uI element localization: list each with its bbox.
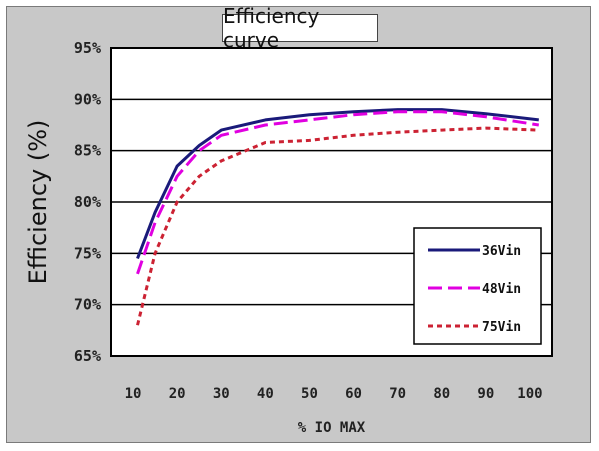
y-tick-label: 80%	[74, 193, 101, 211]
x-tick-label: 20	[169, 386, 186, 402]
series-lines	[136, 108, 540, 326]
y-tick-label: 70%	[74, 296, 101, 314]
x-tick-label: 40	[257, 386, 274, 402]
series-line-36Vin	[136, 108, 539, 260]
legend: 36Vin 48Vin 75Vin	[413, 227, 542, 345]
series-line-48Vin	[136, 110, 540, 275]
series-line-75Vin	[136, 126, 539, 326]
y-axis-ticks: 95% 90% 85% 80% 75% 70% 65%	[74, 39, 101, 365]
x-tick-label: 100	[517, 386, 542, 402]
x-tick-label: 90	[477, 386, 494, 402]
x-tick-label: 70	[389, 386, 406, 402]
chart-title: Efficiency curve	[222, 4, 378, 52]
x-tick-label: 80	[433, 386, 450, 402]
y-axis-label: Efficiency (%)	[24, 120, 52, 285]
legend-label: 48Vin	[482, 282, 521, 297]
x-axis-ticks: 10 20 30 40 50 60 70 80 90 100	[125, 386, 543, 402]
x-tick-label: 30	[213, 386, 230, 402]
y-tick-label: 65%	[74, 347, 101, 365]
y-tick-label: 90%	[74, 90, 101, 108]
y-tick-label: 75%	[74, 244, 101, 262]
x-tick-label: 60	[345, 386, 362, 402]
x-tick-label: 10	[125, 386, 142, 402]
y-tick-label: 95%	[74, 39, 101, 57]
x-tick-label: 50	[301, 386, 318, 402]
legend-label: 36Vin	[482, 244, 521, 259]
y-tick-label: 85%	[74, 142, 101, 160]
x-axis-label: % IO MAX	[298, 420, 366, 436]
legend-label: 75Vin	[482, 320, 521, 335]
